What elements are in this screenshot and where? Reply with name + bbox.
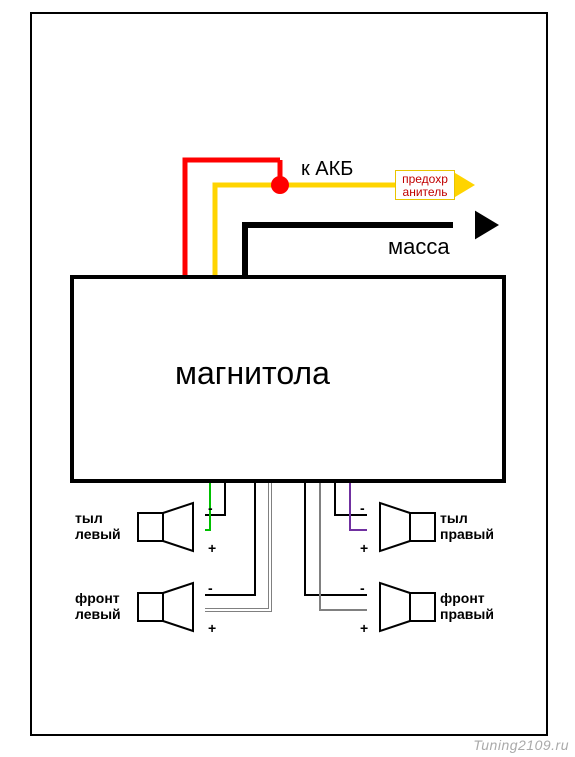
svg-text:+: + <box>208 620 216 636</box>
watermark: Tuning2109.ru <box>473 737 569 753</box>
svg-text:-: - <box>360 500 365 516</box>
svg-text:+: + <box>360 540 368 556</box>
head-unit-label: магнитола <box>175 355 330 392</box>
svg-text:-: - <box>208 500 213 516</box>
svg-text:-: - <box>360 580 365 596</box>
fuse-label-1: предохр <box>402 172 448 186</box>
fuse-box: предохр анитель <box>395 170 455 200</box>
svg-text:-: - <box>208 580 213 596</box>
fuse-label-2: анитель <box>403 185 448 199</box>
speaker-label-fl: фронт левый <box>75 590 121 622</box>
speaker-label-rl: тыл левый <box>75 510 121 542</box>
speaker-label-rr: тыл правый <box>440 510 494 542</box>
svg-text:+: + <box>208 540 216 556</box>
mass-label: масса <box>388 234 450 260</box>
speaker-label-fr: фронт правый <box>440 590 494 622</box>
akb-label: к АКБ <box>301 158 353 181</box>
svg-text:+: + <box>360 620 368 636</box>
